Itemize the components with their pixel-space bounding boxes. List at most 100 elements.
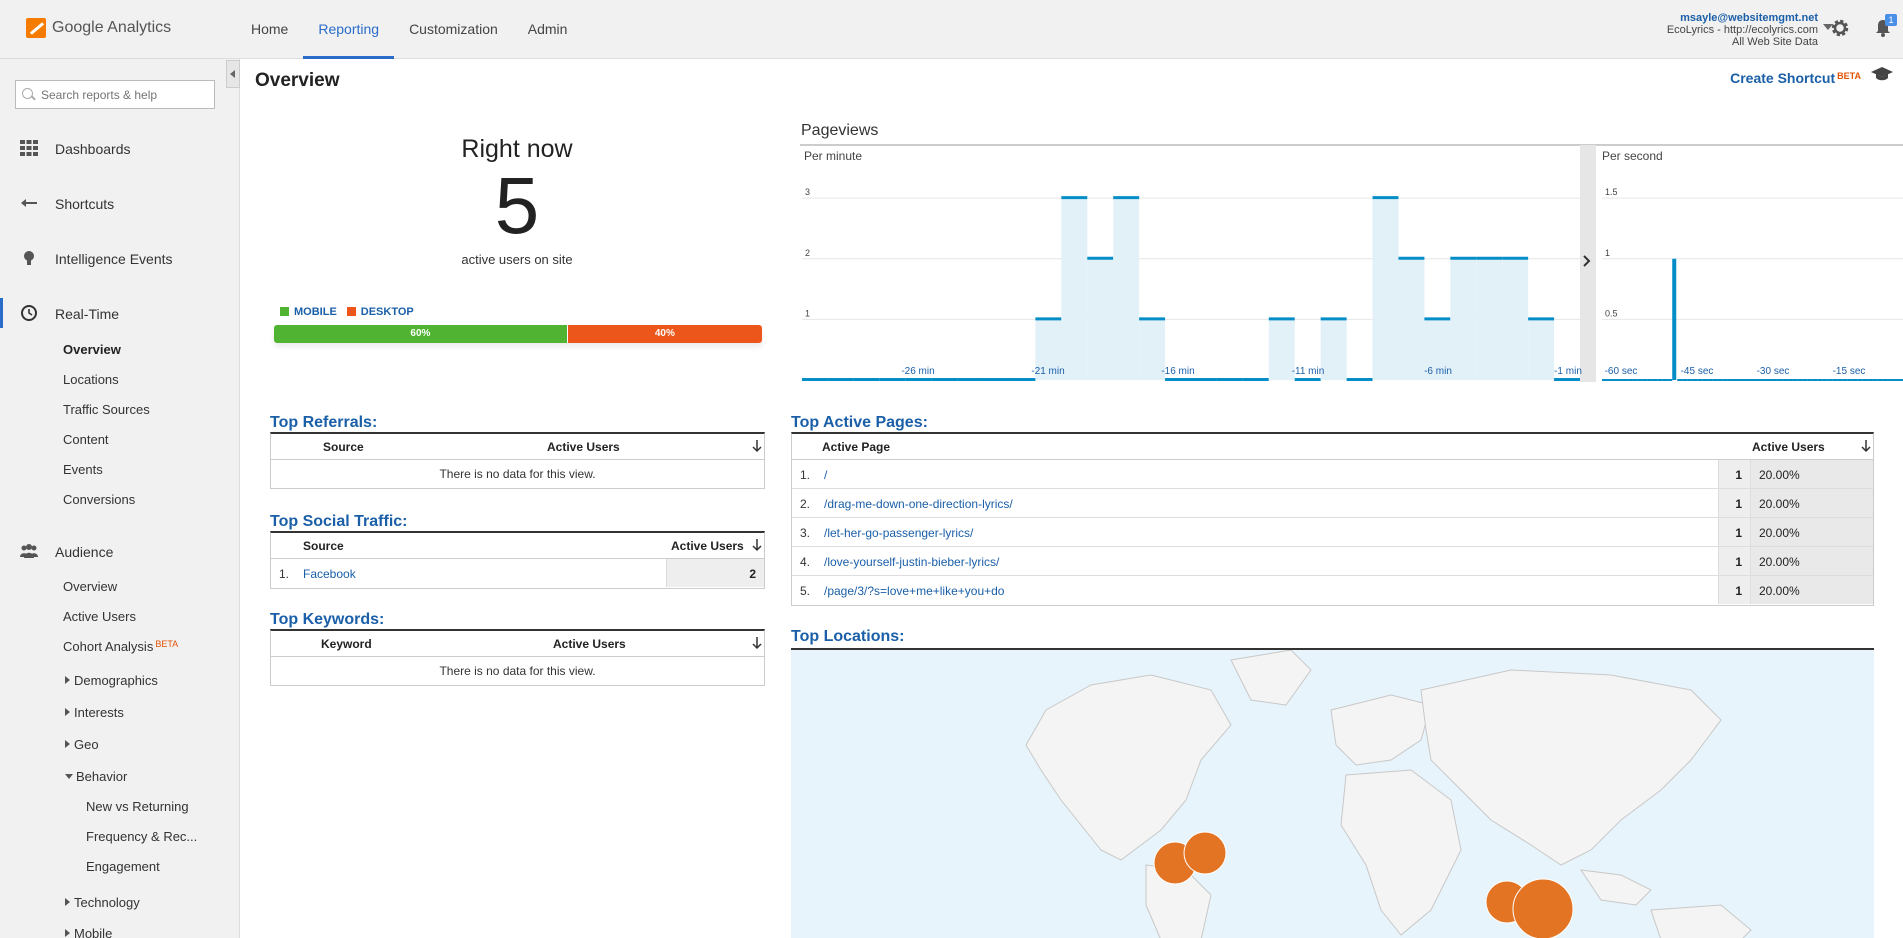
active-users-value: 2 xyxy=(749,567,756,581)
bar-cap xyxy=(1554,378,1580,381)
sidebar-item-intelligence-events[interactable]: Intelligence Events xyxy=(0,243,240,273)
search-input[interactable] xyxy=(15,80,215,109)
bar xyxy=(1398,258,1425,380)
y-tick-label: 1.5 xyxy=(1605,187,1618,197)
sidebar-realtime-locations[interactable]: Locations xyxy=(63,372,119,387)
page-link[interactable]: /drag-me-down-one-direction-lyrics/ xyxy=(824,497,1013,511)
bar xyxy=(1752,379,1758,381)
bar-cap xyxy=(1061,196,1088,200)
sidebar-item-label: Behavior xyxy=(76,769,128,784)
x-tick-label: -45 sec xyxy=(1681,366,1714,377)
bar xyxy=(1747,379,1753,381)
create-shortcut-button[interactable]: Create Shortcut BETA xyxy=(1730,70,1861,86)
sort-down-icon[interactable] xyxy=(752,538,762,552)
page-link[interactable]: /let-her-go-passenger-lyrics/ xyxy=(824,526,974,540)
chevron-down-icon xyxy=(1823,24,1833,30)
page-link[interactable]: /page/3/?s=love+me+like+you+do xyxy=(824,584,1005,598)
sidebar-item-label: Shortcuts xyxy=(55,196,115,212)
sidebar-realtime-traffic-sources[interactable]: Traffic Sources xyxy=(63,402,150,417)
col-source[interactable]: Source xyxy=(303,539,344,553)
top-social-title: Top Social Traffic: xyxy=(270,513,408,530)
percent-value: 20.00% xyxy=(1759,584,1800,598)
per-minute-label: Per minute xyxy=(804,149,862,163)
col-source[interactable]: Source xyxy=(323,440,364,454)
tab-admin[interactable]: Admin xyxy=(527,21,568,37)
sidebar-item-audience[interactable]: Audience xyxy=(0,536,240,566)
bar xyxy=(1687,379,1693,381)
sidebar-group-geo[interactable]: Geo xyxy=(65,737,99,752)
people-icon xyxy=(20,544,38,558)
sidebar-behavior-engagement[interactable]: Engagement xyxy=(86,859,160,874)
tab-reporting[interactable]: Reporting xyxy=(303,0,395,59)
bar-cap xyxy=(905,378,932,381)
bar xyxy=(1882,379,1888,381)
sidebar-group-mobile[interactable]: Mobile xyxy=(65,926,112,938)
page-title: Overview xyxy=(255,70,340,91)
bar-cap xyxy=(1139,317,1166,321)
row-number: 1. xyxy=(800,468,811,482)
chevron-right-icon xyxy=(1583,255,1591,267)
sidebar-behavior-new-vs-returning[interactable]: New vs Returning xyxy=(86,799,189,814)
account-selector[interactable]: msayle@websitemgmt.net EcoLyrics - http:… xyxy=(1667,12,1833,48)
sidebar-group-demographics[interactable]: Demographics xyxy=(65,673,158,688)
bar xyxy=(1424,319,1451,380)
per-minute-series: 1 2 3 -26 min -21 min -16 min -11 min -6 min -1 … xyxy=(802,187,1582,381)
social-source-link[interactable]: Facebook xyxy=(303,567,356,581)
percent-value: 20.00% xyxy=(1759,526,1800,540)
top-locations-map[interactable] xyxy=(791,648,1874,938)
col-active-users[interactable]: Active Users xyxy=(553,637,626,651)
page-link[interactable]: / xyxy=(824,468,828,482)
collapse-sidebar-button[interactable] xyxy=(226,60,240,88)
active-users-count: 5 xyxy=(494,161,540,250)
sidebar-realtime-content[interactable]: Content xyxy=(63,432,109,447)
sort-down-icon[interactable] xyxy=(752,636,762,650)
google-analytics-logo[interactable]: Google Analytics xyxy=(26,18,171,38)
sidebar-audience-overview[interactable]: Overview xyxy=(63,579,118,594)
sidebar-realtime-conversions[interactable]: Conversions xyxy=(63,492,136,507)
sidebar-item-real-time[interactable]: Real-Time xyxy=(0,298,240,328)
sidebar-behavior-frequency[interactable]: Frequency & Rec... xyxy=(86,829,198,844)
sort-down-icon[interactable] xyxy=(1861,439,1871,453)
col-active-page[interactable]: Active Page xyxy=(822,440,891,454)
sidebar-realtime-overview[interactable]: Overview xyxy=(63,342,121,357)
bar-cap xyxy=(1320,317,1347,321)
active-users-cell: 1 xyxy=(1718,518,1750,546)
x-tick-label: -21 min xyxy=(1031,366,1064,377)
col-keyword[interactable]: Keyword xyxy=(321,637,372,651)
sidebar-item-label: Cohort Analysis xyxy=(63,639,154,654)
bar xyxy=(1672,258,1677,380)
tab-home[interactable]: Home xyxy=(251,21,289,37)
bar xyxy=(1867,379,1873,381)
sidebar-realtime-events[interactable]: Events xyxy=(63,462,103,477)
sidebar-item-dashboards[interactable]: Dashboards xyxy=(0,133,240,163)
tab-customization[interactable]: Customization xyxy=(409,21,498,37)
x-tick-label: -30 sec xyxy=(1757,366,1790,377)
col-active-users[interactable]: Active Users xyxy=(547,440,620,454)
notifications-button[interactable]: 1 xyxy=(1873,14,1897,38)
bar-cap xyxy=(931,378,958,381)
sidebar-item-shortcuts[interactable]: Shortcuts xyxy=(0,188,240,218)
col-active-users[interactable]: Active Users xyxy=(1752,440,1825,454)
graduation-cap-icon[interactable] xyxy=(1871,66,1893,82)
page-link[interactable]: /love-yourself-justin-bieber-lyrics/ xyxy=(824,555,1000,569)
bar xyxy=(1722,379,1728,381)
device-legend: MOBILE DESKTOP xyxy=(280,306,414,318)
grid-icon xyxy=(20,140,38,156)
triangle-right-icon xyxy=(65,676,70,684)
mobile-segment: 60% xyxy=(274,325,567,343)
sidebar-group-behavior[interactable]: Behavior xyxy=(65,769,127,784)
sidebar-audience-active-users[interactable]: Active Users xyxy=(63,609,136,624)
col-active-users[interactable]: Active Users xyxy=(671,539,744,553)
bar-cap xyxy=(879,378,906,381)
bar xyxy=(1757,379,1763,381)
per-second-label: Per second xyxy=(1602,149,1663,163)
sidebar-audience-cohort-analysis[interactable]: Cohort Analysis BETA xyxy=(63,639,178,654)
percent-value: 20.00% xyxy=(1759,468,1800,482)
bar xyxy=(1802,379,1808,381)
bar xyxy=(1450,258,1477,380)
gear-icon[interactable] xyxy=(1830,18,1850,38)
sidebar-group-interests[interactable]: Interests xyxy=(65,705,124,720)
sort-down-icon[interactable] xyxy=(752,439,762,453)
sidebar-group-technology[interactable]: Technology xyxy=(65,895,140,910)
north-america-shape xyxy=(1025,674,1232,861)
